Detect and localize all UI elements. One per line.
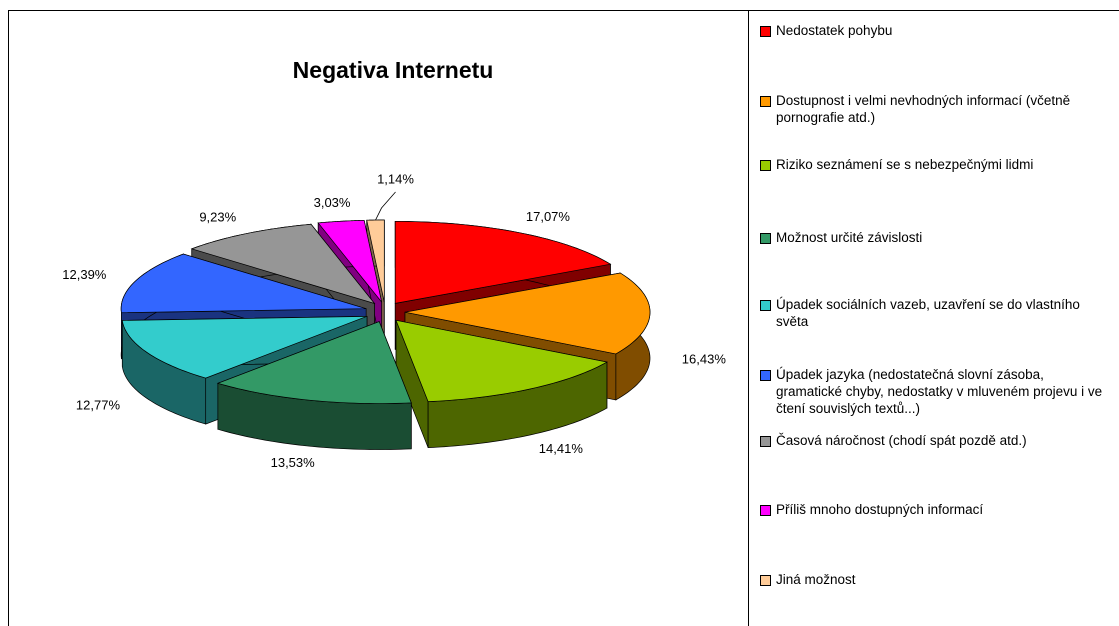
- legend-swatch: [760, 300, 771, 311]
- legend-entry: Možnost určité závislosti: [760, 229, 1105, 246]
- slice: [216, 321, 412, 450]
- data-label: 13,53%: [271, 455, 316, 470]
- slice-top: [317, 219, 383, 303]
- chart-title: Negativa Internetu: [293, 57, 494, 83]
- legend-label: Jiná možnost: [776, 572, 856, 587]
- legend-entry: Dostupnost i velmi nevhodných informací …: [760, 92, 1105, 126]
- data-label: 12,77%: [76, 397, 121, 412]
- legend-entry: Úpadek sociálních vazeb, uzavření se do …: [760, 296, 1105, 330]
- legend-label: Časová náročnost (chodí spát pozdě atd.): [776, 433, 1027, 448]
- legend-label: Nedostatek pohybu: [776, 23, 893, 38]
- data-label: 12,39%: [62, 267, 107, 282]
- slice-top: [395, 319, 608, 402]
- data-label: 3,03%: [314, 195, 351, 210]
- legend-swatch: [760, 233, 771, 244]
- slice-top: [120, 253, 367, 314]
- slice-top: [190, 223, 376, 305]
- legend-label: Dostupnost i velmi nevhodných informací …: [776, 93, 1071, 125]
- data-label: 14,41%: [539, 441, 584, 456]
- legend-label: Možnost určité závislosti: [776, 230, 923, 245]
- legend-label: Úpadek sociálních vazeb, uzavření se do …: [776, 297, 1080, 329]
- legend-swatch: [760, 505, 771, 516]
- data-label: 1,14%: [377, 171, 414, 186]
- legend-entry: Časová náročnost (chodí spát pozdě atd.): [760, 432, 1105, 449]
- data-label: 16,43%: [682, 351, 727, 366]
- legend-label: Příliš mnoho dostupných informací: [776, 502, 984, 517]
- legend-entry: Riziko seznámení se s nebezpečnými lidmi: [760, 156, 1105, 173]
- slice-top: [121, 316, 368, 379]
- data-label: 9,23%: [199, 210, 236, 225]
- slice-top: [394, 221, 612, 304]
- slice-top: [216, 321, 412, 404]
- leader-line: [375, 191, 396, 221]
- legend-entry: Příliš mnoho dostupných informací: [760, 501, 1105, 518]
- legend-swatch: [760, 96, 771, 107]
- legend-swatch: [760, 370, 771, 381]
- slice: [395, 319, 608, 449]
- legend-label: Riziko seznámení se s nebezpečnými lidmi: [776, 157, 1034, 172]
- slice-top: [404, 272, 651, 355]
- legend-entry: Nedostatek pohybu: [760, 22, 1105, 39]
- legend-entry: Jiná možnost: [760, 571, 1105, 588]
- legend-entry: Úpadek jazyka (nedostatečná slovní zásob…: [760, 366, 1105, 417]
- legend-swatch: [760, 436, 771, 447]
- legend-label: Úpadek jazyka (nedostatečná slovní zásob…: [776, 367, 1103, 416]
- data-label: 17,07%: [526, 209, 571, 224]
- legend-swatch: [760, 575, 771, 586]
- legend-swatch: [760, 160, 771, 171]
- legend-swatch: [760, 26, 771, 37]
